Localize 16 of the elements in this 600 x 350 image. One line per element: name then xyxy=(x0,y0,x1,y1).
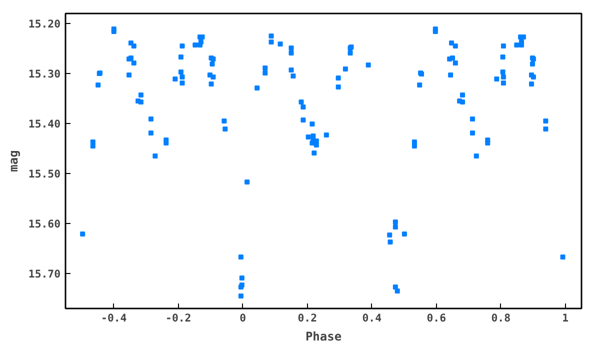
x-tick-label: -0.4 xyxy=(101,312,127,324)
x-tick-label: 0.2 xyxy=(298,312,317,324)
y-tick-label: 15.30 xyxy=(28,68,60,80)
x-tick-label: 0.4 xyxy=(362,312,382,324)
y-tick-label: 15.40 xyxy=(28,118,60,130)
y-tick-label: 15.50 xyxy=(28,168,60,180)
y-tick-label: 15.60 xyxy=(28,218,60,230)
x-axis-title: Phase xyxy=(305,330,342,344)
y-axis-title: mag xyxy=(6,150,20,172)
x-tick-label: 1 xyxy=(562,312,569,324)
x-tick-label: 0 xyxy=(240,312,246,324)
x-tick-label: -0.2 xyxy=(166,312,192,324)
x-tick-label: 0.8 xyxy=(491,312,510,324)
y-tick-label: 15.20 xyxy=(28,18,60,30)
y-tick-label: 15.70 xyxy=(28,268,60,280)
x-tick-label: 0.6 xyxy=(426,312,446,324)
